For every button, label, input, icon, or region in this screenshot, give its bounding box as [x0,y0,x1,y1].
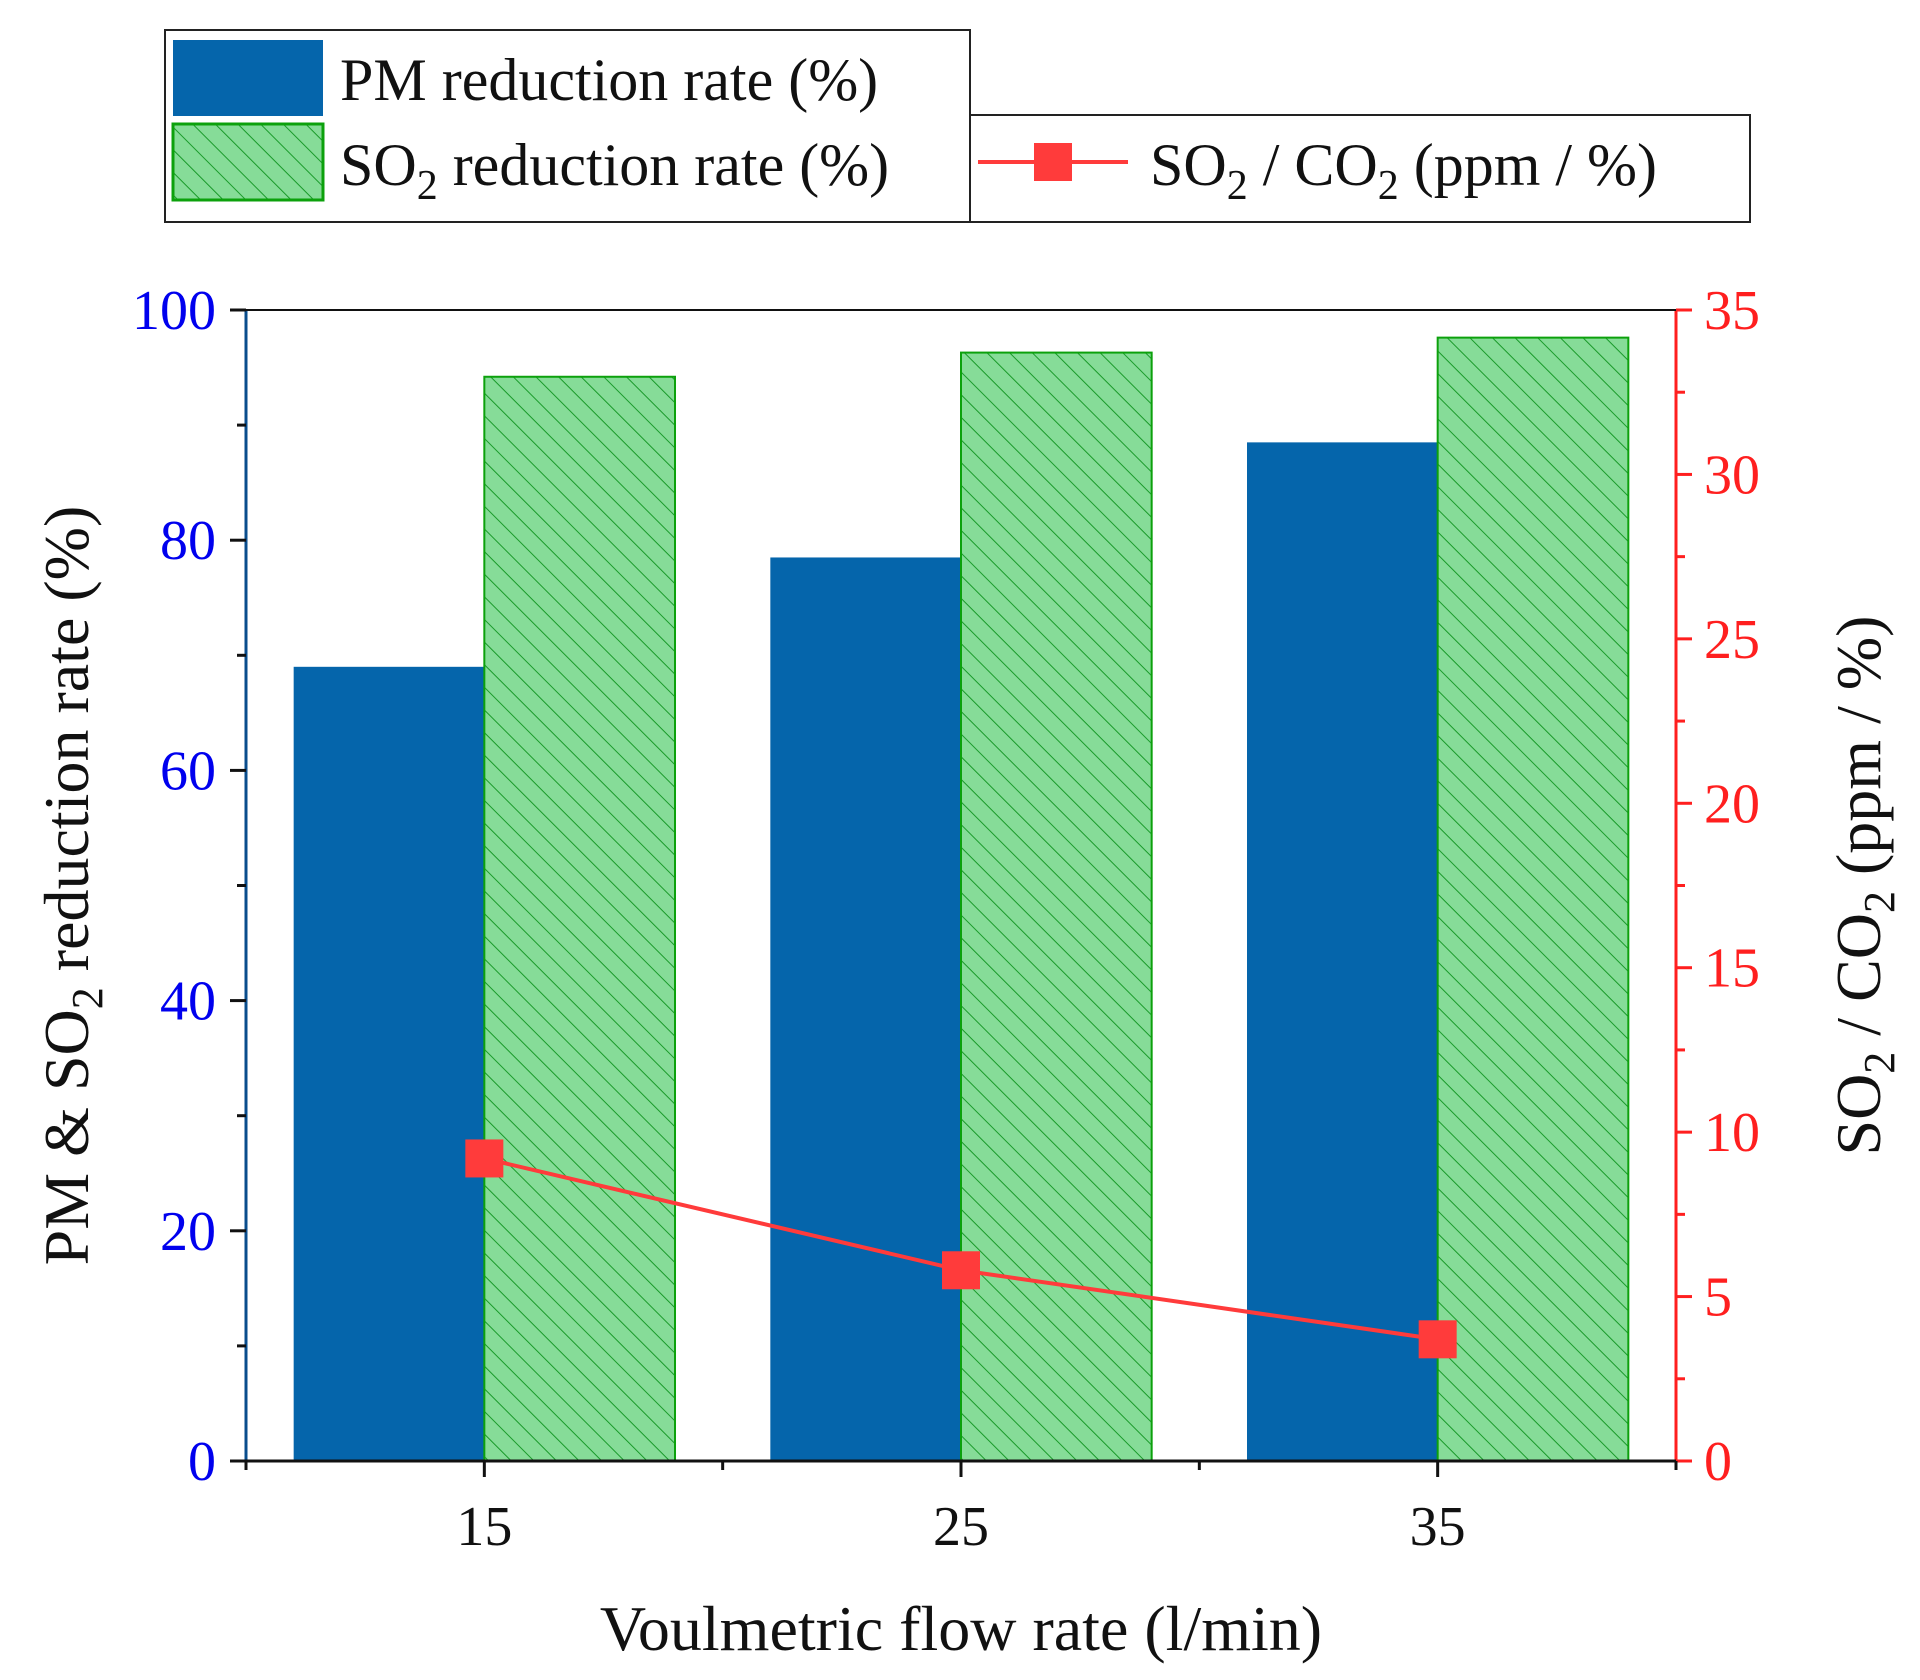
x-axis-title: Voulmetric flow rate (l/min) [600,1593,1322,1664]
bars-group [293,336,1630,1462]
y-axis-title: PM & SO2 reduction rate (%) [31,506,112,1266]
y2-tick-label: 10 [1704,1102,1760,1164]
x-tick-label: 25 [933,1496,989,1558]
legend-label-pm: PM reduction rate (%) [340,47,878,113]
y-tick-label: 40 [160,971,216,1033]
y2-tick-label: 30 [1704,444,1760,506]
y2-tick-label: 25 [1704,609,1760,671]
y2-axis-title: SO2 / CO2 (ppm / %) [1823,616,1904,1156]
x-tick-label: 15 [456,1496,512,1558]
y2-tick-label: 20 [1704,773,1760,835]
ratio-point-25 [942,1251,980,1290]
bar-so2-35 [1436,336,1630,1462]
legend-swatch-so2 [171,122,325,202]
y2-tick-label: 35 [1704,280,1760,342]
ticks-group: 0 20 40 60 80 100 0 5 10 15 20 25 30 35 15 25 35 [132,280,1760,1558]
y-tick-label: 0 [188,1431,216,1493]
y-tick-label: 20 [160,1201,216,1263]
y2-tick-label: 15 [1704,938,1760,1000]
bar-pm-35 [1247,442,1438,1461]
bar-pm-25 [770,557,961,1461]
legend-marker-ratio [1034,143,1072,181]
y-tick-label: 80 [160,510,216,572]
legend-box-right [969,114,1751,223]
legend: PM reduction rate (%) SO2 reduction rate… [164,29,1751,223]
legend-label-so2: SO2 reduction rate (%) [340,132,889,209]
y-tick-label: 60 [160,740,216,802]
x-tick-label: 35 [1410,1496,1466,1558]
legend-label-ratio: SO2 / CO2 (ppm / %) [1150,132,1657,209]
ratio-point-35 [1418,1320,1457,1359]
ratio-point-15 [465,1139,504,1178]
y2-tick-label: 5 [1704,1267,1732,1329]
legend-swatch-pm [173,40,323,116]
bar-pm-15 [293,666,485,1461]
y2-tick-label: 0 [1704,1431,1732,1493]
bar-so2-15 [483,375,677,1462]
y-tick-label: 100 [132,280,216,342]
ratio-series-group [465,1139,1457,1359]
